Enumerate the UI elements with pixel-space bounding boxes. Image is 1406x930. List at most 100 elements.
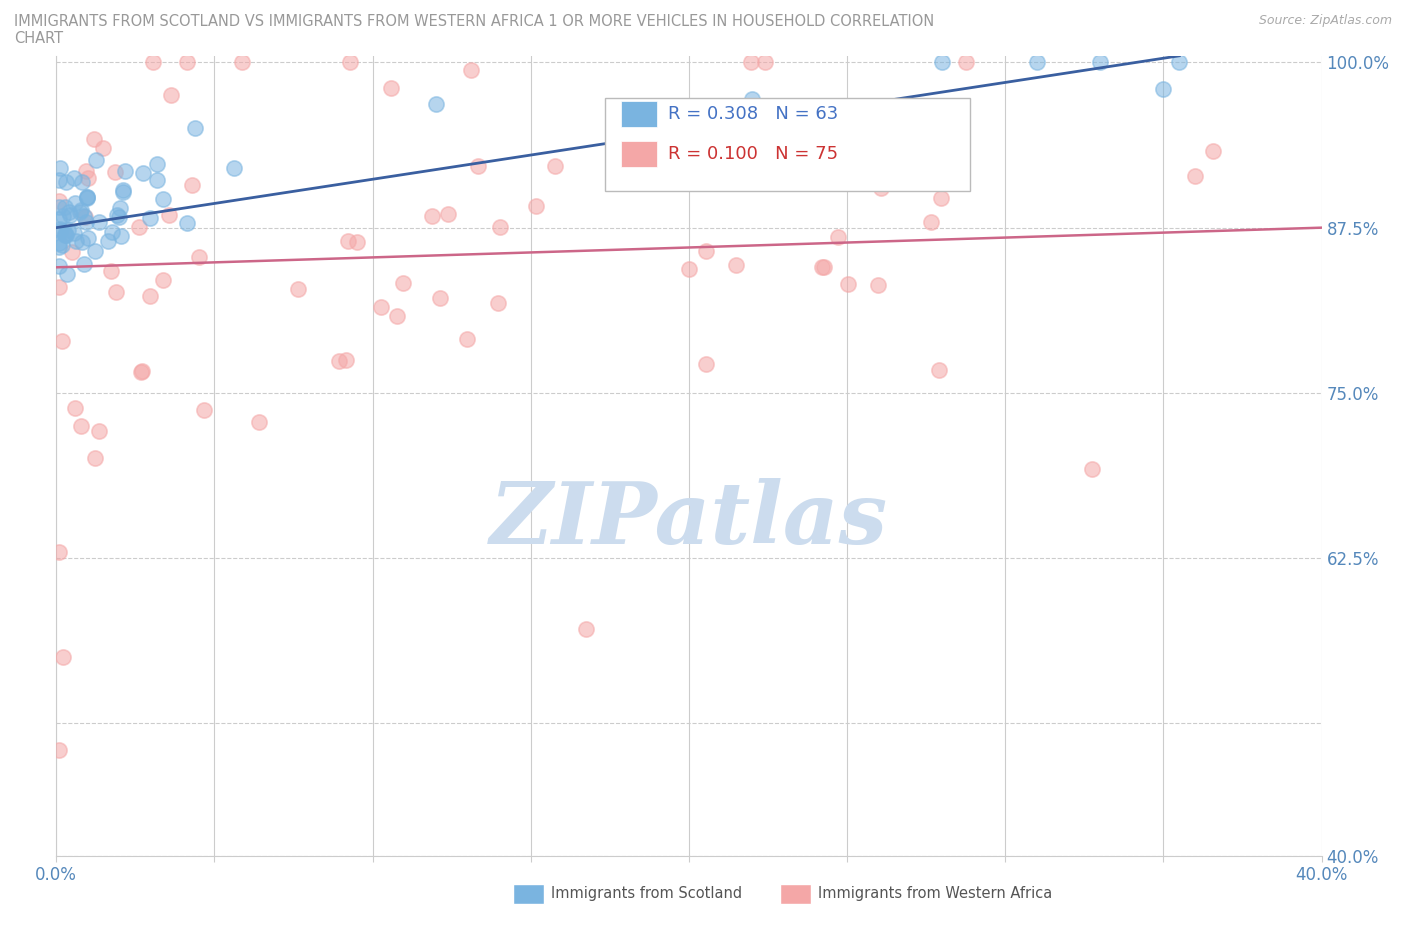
Point <box>754 55 776 70</box>
Point <box>806 176 828 191</box>
Point <box>385 309 408 324</box>
Point <box>231 55 253 70</box>
Point <box>70 234 93 249</box>
Point <box>108 209 131 224</box>
Point <box>52 208 75 223</box>
Point <box>100 263 122 278</box>
Point <box>695 243 717 258</box>
Point <box>131 364 153 379</box>
Point <box>139 288 162 303</box>
Point <box>56 222 79 237</box>
Point <box>48 280 70 295</box>
Point <box>48 172 70 187</box>
Text: ZIPatlas: ZIPatlas <box>489 478 889 562</box>
Point <box>132 166 155 180</box>
Point <box>48 240 70 255</box>
Point <box>346 235 368 250</box>
Point <box>70 418 93 433</box>
Point <box>1202 143 1225 158</box>
Point <box>176 216 198 231</box>
Point <box>48 235 70 250</box>
Point <box>391 275 413 290</box>
Point <box>70 175 93 190</box>
Point <box>48 193 70 208</box>
Point <box>128 219 150 234</box>
Point <box>108 201 131 216</box>
Point <box>76 190 98 205</box>
Point <box>53 227 76 242</box>
Point <box>51 237 73 252</box>
Point <box>420 208 443 223</box>
Point <box>741 91 763 106</box>
Point <box>614 110 637 125</box>
Point <box>769 111 792 126</box>
Text: CHART: CHART <box>14 31 63 46</box>
Point <box>83 131 105 146</box>
Point <box>929 191 952 206</box>
Point <box>112 184 135 199</box>
Text: Immigrants from Western Africa: Immigrants from Western Africa <box>818 886 1053 901</box>
Point <box>145 173 167 188</box>
Point <box>247 415 270 430</box>
Point <box>152 273 174 288</box>
Text: R = 0.308   N = 63: R = 0.308 N = 63 <box>668 105 838 124</box>
Point <box>456 332 478 347</box>
Point <box>931 55 953 70</box>
Point <box>380 80 402 95</box>
Point <box>695 356 717 371</box>
Point <box>813 259 835 274</box>
Point <box>193 403 215 418</box>
Point <box>157 208 180 223</box>
Point <box>56 267 79 282</box>
Point <box>48 544 70 559</box>
Point <box>97 233 120 248</box>
Point <box>53 228 76 243</box>
Point <box>49 161 72 176</box>
Point <box>84 244 107 259</box>
Point <box>59 207 82 222</box>
Point <box>55 175 77 190</box>
Point <box>370 299 392 314</box>
Point <box>920 215 942 230</box>
Text: IMMIGRANTS FROM SCOTLAND VS IMMIGRANTS FROM WESTERN AFRICA 1 OR MORE VEHICLES IN: IMMIGRANTS FROM SCOTLAND VS IMMIGRANTS F… <box>14 14 935 29</box>
Point <box>60 245 83 259</box>
Point <box>63 225 86 240</box>
Point <box>104 165 127 179</box>
Point <box>725 258 748 272</box>
Point <box>524 198 547 213</box>
Point <box>188 250 211 265</box>
Point <box>89 424 111 439</box>
Point <box>55 228 77 243</box>
Point <box>1168 55 1191 70</box>
Point <box>107 208 129 223</box>
Point <box>75 215 97 230</box>
Point <box>91 140 114 155</box>
Point <box>76 190 98 205</box>
Point <box>183 121 205 136</box>
Point <box>810 259 832 274</box>
Point <box>65 195 87 210</box>
Point <box>575 621 598 636</box>
Text: Immigrants from Scotland: Immigrants from Scotland <box>551 886 742 901</box>
Text: Source: ZipAtlas.com: Source: ZipAtlas.com <box>1258 14 1392 27</box>
Point <box>65 233 87 248</box>
Point <box>73 208 96 223</box>
Point <box>87 214 110 229</box>
Text: R = 0.100   N = 75: R = 0.100 N = 75 <box>668 145 838 164</box>
Point <box>105 285 128 299</box>
Point <box>131 365 153 379</box>
Point <box>73 209 96 224</box>
Point <box>48 212 70 227</box>
Point <box>1152 82 1174 97</box>
Point <box>111 182 134 197</box>
Point <box>77 231 100 246</box>
Point <box>139 211 162 226</box>
Point <box>65 400 87 415</box>
Point <box>486 295 509 310</box>
Point <box>76 191 98 206</box>
Point <box>678 261 700 276</box>
Point <box>869 180 891 195</box>
Point <box>73 257 96 272</box>
Point <box>335 352 357 367</box>
Point <box>101 225 124 240</box>
